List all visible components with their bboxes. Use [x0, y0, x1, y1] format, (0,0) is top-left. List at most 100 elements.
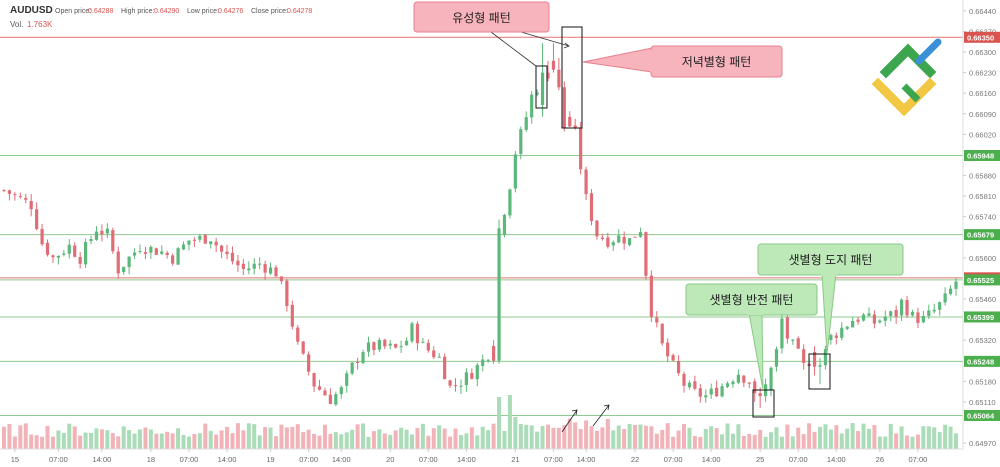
volume-bar [589, 426, 594, 449]
volume-bar [877, 436, 882, 449]
candle-body [693, 381, 697, 389]
candle-body [122, 266, 126, 273]
level-tag-0.65525 [964, 274, 1000, 286]
volume-bar [181, 435, 186, 449]
volume-bar [132, 433, 137, 449]
candle-body [725, 383, 730, 387]
candle-body [715, 387, 719, 397]
volume-bar [573, 422, 578, 449]
x-tick-label: 18 [147, 455, 155, 464]
candle-body [611, 242, 615, 246]
candle-body [388, 343, 392, 346]
volume-bars [2, 395, 958, 449]
x-tick-label: 07:00 [789, 455, 808, 464]
volume-bar [763, 436, 768, 449]
volume-bar [7, 423, 12, 449]
candle-body [334, 394, 338, 405]
candle-body [149, 246, 153, 253]
candle-body [660, 323, 664, 344]
x-tick-label: 15 [11, 455, 19, 464]
candle-body [274, 267, 278, 277]
x-tick-label: 14:00 [332, 455, 351, 464]
volume-bar [518, 424, 523, 449]
x-tick-label: 07:00 [909, 455, 928, 464]
candle-body [845, 326, 849, 329]
x-tick-label: 21 [511, 455, 519, 464]
candle-body [812, 351, 817, 367]
volume-bar [208, 430, 213, 449]
y-tick-label: 0.64970 [969, 439, 996, 448]
level-tag-0.65679 [964, 229, 1000, 241]
candle-body [774, 349, 779, 367]
candle-body [459, 385, 463, 387]
candle-body [562, 87, 566, 129]
volume-bar [295, 424, 300, 449]
volume-bar [524, 424, 529, 449]
x-tick-label: 07:00 [180, 455, 199, 464]
candle-body [464, 372, 468, 386]
evening-star-box [561, 26, 583, 129]
volume-bar [203, 423, 208, 449]
candle-body [595, 220, 599, 237]
volume-bar [328, 433, 333, 449]
close-value: 0.64278 [287, 8, 312, 15]
volume-bar [910, 436, 915, 449]
candle-body [258, 263, 262, 265]
volume-bar [197, 433, 202, 449]
volume-bar [937, 432, 942, 449]
candle-body [263, 264, 267, 273]
candle-body [328, 394, 332, 404]
candle-body [116, 251, 120, 274]
candle-body [513, 154, 517, 189]
y-tick-label: 0.66020 [969, 130, 996, 139]
candle-body [394, 344, 398, 348]
volume-bar [796, 427, 801, 449]
candle-body [432, 350, 436, 358]
candle-body [600, 237, 604, 239]
level-value: 0.65248 [967, 357, 994, 366]
high-label: High price: [121, 8, 155, 15]
volume-bar [486, 430, 491, 449]
volume-bar [823, 424, 828, 449]
candle-body [666, 342, 670, 357]
candle-body [802, 349, 806, 363]
volume-bar [72, 426, 77, 449]
level-value: 0.65064 [967, 411, 995, 420]
volume-bar [437, 425, 442, 449]
volume-bar [431, 428, 436, 449]
morning-star-doji-box [808, 353, 831, 390]
volume-bar [671, 436, 676, 449]
morning-star-doji-label: 샛별형 도지 패턴 [789, 253, 873, 267]
candle-body [622, 236, 626, 244]
candle-body [160, 251, 164, 254]
volume-bar [458, 435, 463, 449]
volume-bar [469, 427, 474, 449]
candle-body [181, 244, 186, 250]
volume-bar [420, 423, 425, 449]
volume-bar [605, 418, 610, 449]
candle-body [198, 235, 202, 240]
volume-bar [475, 435, 480, 449]
volume-bar [257, 435, 262, 449]
candle-body [426, 342, 430, 351]
candle-body [780, 318, 784, 349]
candle-body [731, 381, 735, 385]
volume-bar [121, 426, 126, 449]
volume-bar [448, 436, 453, 449]
shooting-star-callout: 유성형 패턴 [413, 1, 570, 67]
volume-bar [654, 433, 659, 449]
volume-bar [709, 426, 714, 449]
candle-body [676, 361, 681, 374]
price-level-lines [0, 36, 963, 416]
volume-bar [649, 426, 654, 449]
volume-bar [110, 433, 115, 449]
candles [2, 43, 958, 408]
chart-header: AUDUSD Open price: 0.64288 High price: 0… [10, 5, 312, 29]
volume-bar [948, 426, 953, 449]
volume-bar [943, 424, 948, 449]
volume-bar [214, 434, 219, 449]
volume-bar [600, 427, 605, 449]
candle-body [682, 373, 686, 386]
morning-star-reversal-label: 샛별형 반전 패턴 [710, 293, 794, 307]
